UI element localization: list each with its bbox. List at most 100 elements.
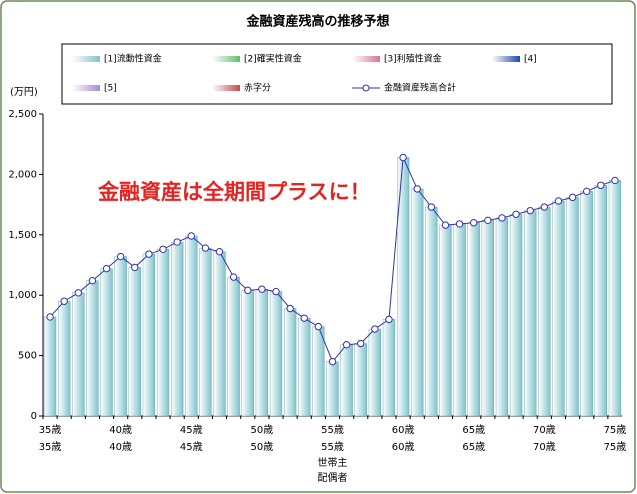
bar bbox=[199, 247, 212, 417]
x-tick-label: 75歳 bbox=[604, 424, 627, 436]
x-tick-label: 45歳 bbox=[180, 424, 203, 436]
total-point bbox=[512, 210, 520, 218]
y-unit: (万円) bbox=[10, 87, 38, 98]
total-point bbox=[46, 313, 54, 321]
y-tick-label: 2,000 bbox=[8, 169, 37, 180]
bar bbox=[495, 217, 509, 417]
x-tick-label-2: 70歳 bbox=[533, 441, 556, 453]
legend-swatch-point bbox=[362, 84, 370, 92]
x-tick-label-2: 45歳 bbox=[180, 441, 203, 453]
x-tick-label-2: 60歳 bbox=[392, 441, 415, 453]
x-tick-label: 65歳 bbox=[462, 424, 485, 436]
bar bbox=[340, 344, 353, 417]
legend-label: [2]確実性資金 bbox=[244, 53, 302, 65]
bar bbox=[453, 223, 466, 417]
total-point bbox=[342, 341, 351, 349]
bar bbox=[298, 317, 311, 417]
bar bbox=[382, 319, 396, 417]
bar bbox=[128, 267, 141, 417]
bar bbox=[411, 188, 424, 417]
y-tick-label: 1,000 bbox=[8, 290, 37, 301]
bar bbox=[566, 197, 579, 417]
total-point bbox=[201, 244, 210, 252]
x-tick-label-2: 75歳 bbox=[604, 441, 627, 453]
total-point bbox=[258, 285, 266, 293]
total-point bbox=[159, 245, 167, 253]
total-point bbox=[187, 232, 195, 240]
total-point bbox=[597, 181, 605, 189]
total-point bbox=[413, 185, 421, 193]
x-tick-label: 70歳 bbox=[533, 424, 556, 436]
bar bbox=[255, 288, 269, 417]
bar bbox=[467, 222, 480, 417]
total-point bbox=[540, 203, 549, 211]
bar bbox=[43, 316, 57, 417]
total-point bbox=[116, 252, 125, 261]
bar bbox=[368, 328, 381, 417]
total-point bbox=[286, 304, 294, 313]
legend-label: [5] bbox=[104, 84, 117, 94]
y-tick-label: 1,500 bbox=[8, 230, 37, 241]
total-point bbox=[328, 357, 337, 366]
legend-swatch bbox=[492, 56, 520, 62]
x-tick-label: 40歳 bbox=[109, 424, 132, 436]
legend-label: 金融資産残高合計 bbox=[384, 82, 456, 94]
total-point bbox=[173, 238, 181, 246]
total-point bbox=[526, 206, 534, 215]
bar bbox=[185, 235, 198, 417]
total-point bbox=[611, 176, 619, 185]
bar bbox=[86, 280, 99, 417]
bar bbox=[396, 157, 410, 417]
bar bbox=[171, 241, 184, 417]
legend-box bbox=[61, 43, 613, 105]
annotation: 金融資産は全期間プラスに！ bbox=[97, 180, 371, 204]
bar bbox=[114, 256, 127, 417]
x-tick-label: 55歳 bbox=[321, 424, 344, 436]
total-point bbox=[244, 286, 252, 295]
bar bbox=[608, 180, 622, 417]
bar bbox=[142, 253, 156, 417]
bar bbox=[241, 290, 254, 417]
total-point bbox=[131, 263, 139, 272]
bar bbox=[580, 191, 593, 417]
legend-label: [4] bbox=[524, 55, 537, 65]
bar bbox=[100, 268, 113, 417]
bar bbox=[269, 291, 283, 417]
legend-swatch bbox=[352, 56, 380, 62]
x-tick-label: 35歳 bbox=[39, 424, 62, 436]
x-tick-label: 50歳 bbox=[251, 424, 274, 436]
total-point bbox=[357, 339, 365, 348]
x-tick-label-2: 35歳 bbox=[39, 441, 62, 453]
x-tick-label: 60歳 bbox=[392, 424, 415, 436]
bar bbox=[213, 251, 226, 417]
bar bbox=[326, 361, 339, 417]
bar bbox=[439, 224, 452, 417]
bar bbox=[72, 292, 85, 417]
bar bbox=[227, 276, 240, 417]
total-point bbox=[314, 322, 323, 331]
total-point bbox=[229, 273, 238, 281]
total-point bbox=[568, 193, 577, 202]
y-tick-label: 500 bbox=[18, 351, 37, 362]
bar bbox=[509, 214, 523, 417]
bar bbox=[354, 343, 367, 417]
total-point bbox=[300, 314, 308, 322]
y-tick-label: 2,500 bbox=[8, 109, 37, 120]
legend-swatch bbox=[212, 85, 240, 91]
total-point bbox=[399, 153, 407, 162]
total-point bbox=[60, 297, 68, 305]
total-point bbox=[427, 203, 436, 211]
bar bbox=[524, 210, 537, 417]
bar bbox=[425, 206, 438, 417]
total-point bbox=[582, 187, 591, 196]
total-point bbox=[145, 250, 153, 258]
total-point bbox=[470, 219, 478, 227]
total-point bbox=[441, 221, 450, 229]
legend-label: [3]利殖性資金 bbox=[384, 53, 442, 65]
bar bbox=[312, 326, 325, 417]
bar bbox=[156, 249, 170, 417]
x-tick-label-2: 65歳 bbox=[462, 441, 485, 453]
total-point bbox=[74, 289, 83, 297]
row-name: 世帯主 bbox=[318, 456, 348, 469]
